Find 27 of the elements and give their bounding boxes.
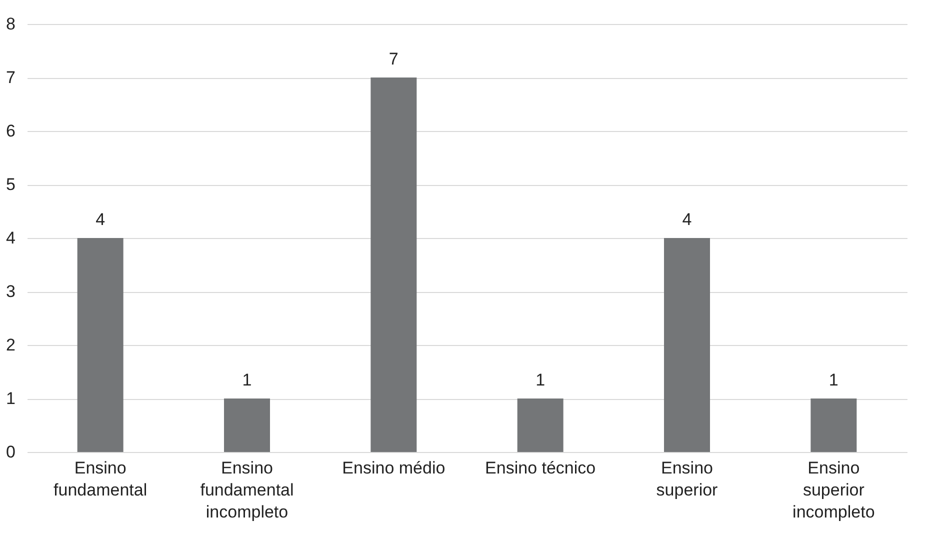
x-tick-label: Ensino fundamental incompleto bbox=[200, 458, 294, 522]
y-tick-label: 0 bbox=[6, 442, 16, 462]
x-tick-label: Ensino fundamental bbox=[54, 458, 148, 500]
x-tick-label: Ensino superior bbox=[656, 458, 718, 500]
data-label: 4 bbox=[682, 210, 692, 229]
y-tick-label: 7 bbox=[6, 68, 16, 87]
bar bbox=[517, 398, 564, 452]
y-tick-label: 5 bbox=[6, 175, 16, 194]
y-tick-label: 8 bbox=[6, 14, 16, 34]
x-tick-label: Ensino superior incompleto bbox=[792, 458, 875, 522]
bar bbox=[224, 398, 270, 452]
data-label: 1 bbox=[242, 370, 252, 390]
y-tick-label: 3 bbox=[6, 282, 16, 301]
bar bbox=[810, 398, 857, 452]
data-label: 4 bbox=[96, 210, 106, 229]
bar bbox=[664, 238, 710, 452]
x-tick-label: Ensino técnico bbox=[485, 458, 596, 478]
x-tick-label: Ensino médio bbox=[342, 458, 446, 478]
bar bbox=[370, 78, 417, 452]
data-label: 1 bbox=[536, 370, 546, 390]
y-tick-label: 1 bbox=[6, 389, 16, 408]
y-tick-label: 2 bbox=[6, 336, 16, 354]
bar bbox=[77, 238, 124, 452]
data-label: 1 bbox=[828, 370, 838, 390]
y-tick-label: 6 bbox=[6, 122, 16, 140]
data-label: 7 bbox=[388, 50, 398, 68]
y-tick-label: 4 bbox=[6, 228, 16, 248]
